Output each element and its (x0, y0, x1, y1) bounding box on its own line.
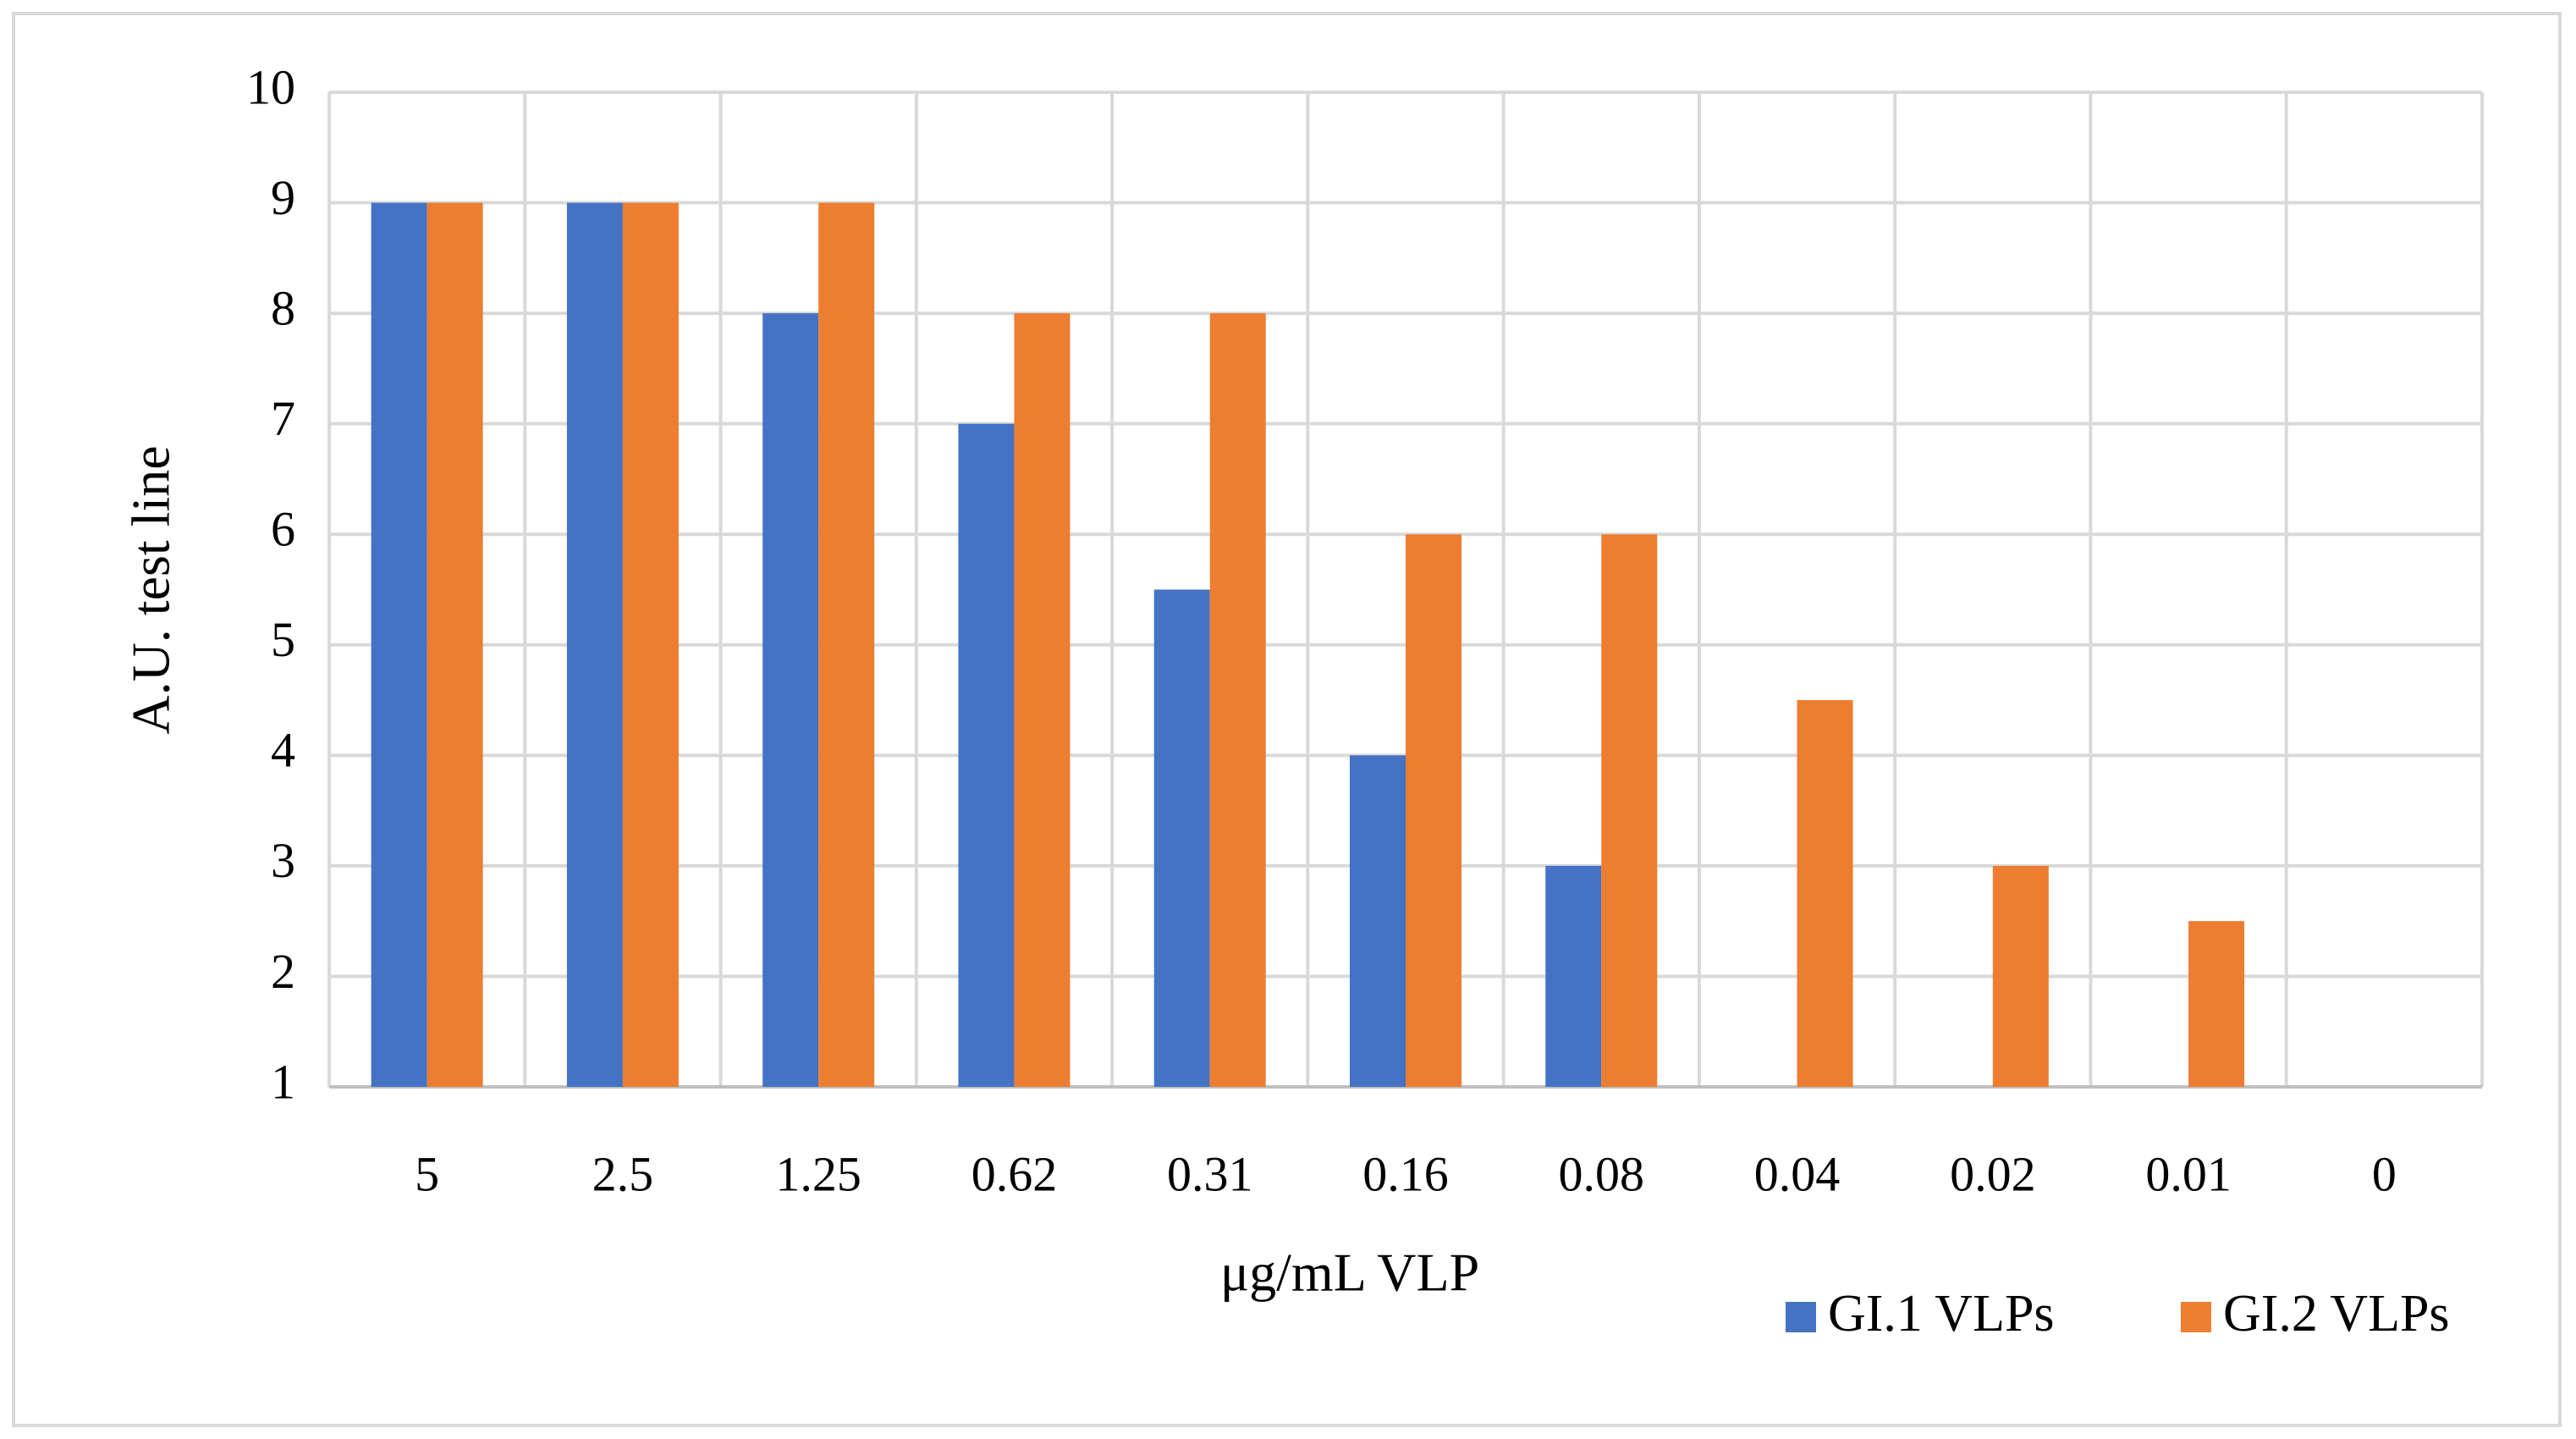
x-axis-title: μg/mL VLP (1220, 1243, 1479, 1303)
bar (1014, 313, 1071, 1088)
y-tick-label: 7 (271, 391, 295, 446)
bar (622, 202, 679, 1088)
y-tick-label: 9 (271, 170, 295, 225)
bar (1350, 755, 1406, 1087)
x-tick-label: 5 (415, 1146, 439, 1201)
x-tick-label: 0.62 (972, 1146, 1058, 1201)
x-tick-label: 0 (2372, 1146, 2397, 1201)
bar (762, 313, 819, 1088)
y-tick-label: 6 (271, 502, 295, 557)
legend-swatch (1786, 1302, 1816, 1332)
bar (427, 202, 483, 1088)
legend-label: GI.2 VLPs (2223, 1285, 2450, 1343)
bar (1797, 700, 1853, 1087)
y-tick-label: 4 (271, 723, 295, 778)
y-tick-label: 5 (271, 612, 295, 667)
bar (1601, 534, 1658, 1087)
bar (958, 423, 1015, 1088)
x-tick-label: 0.01 (2145, 1146, 2232, 1201)
bar (1406, 534, 1461, 1087)
bar (818, 202, 875, 1088)
legend-label: GI.1 VLPs (1828, 1285, 2055, 1343)
bar (1992, 865, 2049, 1087)
x-tick-label: 0.31 (1167, 1146, 1253, 1201)
x-tick-label: 0.02 (1950, 1146, 2036, 1201)
x-tick-label: 0.04 (1754, 1146, 1841, 1201)
y-tick-label: 8 (271, 280, 295, 335)
x-tick-label: 0.08 (1559, 1146, 1645, 1201)
y-tick-label: 2 (271, 944, 295, 999)
bar (371, 202, 427, 1088)
bar (1545, 865, 1602, 1087)
x-tick-label: 0.16 (1362, 1146, 1449, 1201)
y-axis-title: A.U. test line (121, 445, 181, 734)
y-tick-label: 3 (271, 833, 295, 888)
y-tick-label: 1 (271, 1054, 295, 1109)
x-tick-label: 2.5 (592, 1146, 654, 1201)
bar (1209, 313, 1266, 1088)
bar (2188, 921, 2245, 1087)
legend-swatch (2181, 1302, 2211, 1332)
bar (1153, 589, 1210, 1087)
bar (566, 202, 623, 1088)
x-tick-label: 1.25 (775, 1146, 861, 1201)
y-tick-label: 10 (246, 59, 295, 114)
